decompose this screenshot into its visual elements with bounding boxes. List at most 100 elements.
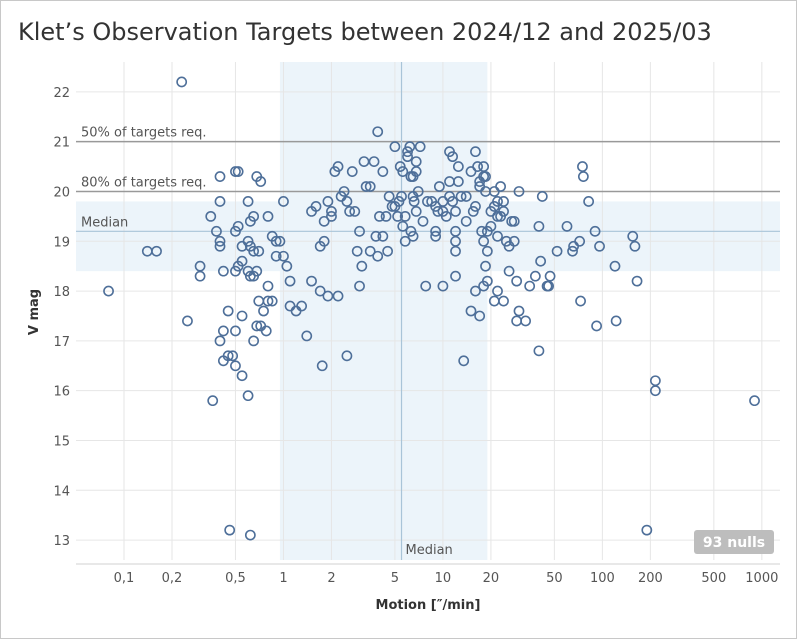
data-point[interactable] — [207, 395, 219, 407]
data-point[interactable] — [543, 280, 554, 292]
data-point[interactable] — [627, 230, 639, 242]
data-point[interactable] — [430, 201, 442, 212]
data-point[interactable] — [341, 196, 353, 207]
data-point[interactable] — [405, 225, 417, 237]
data-point[interactable] — [382, 245, 394, 257]
data-point[interactable] — [222, 350, 234, 362]
data-point[interactable] — [485, 220, 497, 232]
data-point[interactable] — [629, 240, 641, 252]
data-point[interactable] — [211, 225, 222, 237]
data-point[interactable] — [631, 275, 643, 287]
data-point[interactable] — [460, 215, 472, 227]
data-point[interactable] — [284, 300, 296, 312]
data-point[interactable] — [278, 250, 289, 262]
data-point[interactable] — [332, 290, 344, 302]
data-point[interactable] — [481, 275, 493, 287]
data-point[interactable] — [370, 230, 382, 242]
data-point[interactable] — [577, 161, 588, 172]
data-point[interactable] — [472, 161, 483, 172]
data-point[interactable] — [232, 220, 244, 232]
data-point[interactable] — [214, 235, 226, 247]
data-point[interactable] — [227, 350, 239, 362]
data-point[interactable] — [316, 360, 328, 372]
data-point[interactable] — [536, 191, 548, 202]
data-point[interactable] — [470, 201, 481, 212]
data-point[interactable] — [301, 330, 313, 342]
data-point[interactable] — [354, 225, 365, 237]
data-point[interactable] — [399, 235, 411, 247]
data-point[interactable] — [480, 171, 491, 182]
data-point[interactable] — [236, 370, 248, 382]
data-point[interactable] — [422, 196, 433, 207]
data-point[interactable] — [318, 215, 330, 227]
data-point[interactable] — [351, 245, 363, 257]
data-point[interactable] — [338, 186, 350, 197]
data-point[interactable] — [495, 181, 506, 192]
data-point[interactable] — [450, 270, 461, 282]
data-point[interactable] — [372, 250, 384, 262]
data-point[interactable] — [222, 305, 234, 317]
data-point[interactable] — [397, 220, 409, 232]
data-point[interactable] — [356, 260, 368, 272]
data-point[interactable] — [360, 181, 372, 192]
data-point[interactable] — [346, 166, 358, 177]
data-point[interactable] — [508, 215, 520, 227]
data-point[interactable] — [236, 310, 248, 322]
data-point[interactable] — [467, 205, 479, 217]
data-point[interactable] — [194, 270, 206, 282]
data-point[interactable] — [372, 126, 384, 138]
data-point[interactable] — [594, 240, 605, 252]
data-point[interactable] — [609, 260, 621, 272]
data-point[interactable] — [589, 225, 601, 237]
data-point[interactable] — [412, 186, 424, 197]
data-point[interactable] — [377, 166, 389, 177]
data-point[interactable] — [511, 275, 523, 287]
data-point[interactable] — [492, 196, 503, 207]
data-point[interactable] — [577, 171, 589, 182]
data-point[interactable] — [402, 151, 413, 163]
data-point[interactable] — [284, 275, 296, 287]
data-point[interactable] — [544, 270, 556, 282]
data-point[interactable] — [440, 210, 452, 222]
data-point[interactable] — [182, 315, 193, 327]
data-point[interactable] — [561, 220, 573, 232]
data-point[interactable] — [253, 245, 265, 257]
data-point[interactable] — [432, 205, 444, 217]
data-point[interactable] — [314, 240, 326, 252]
data-point[interactable] — [430, 230, 442, 242]
data-point[interactable] — [410, 205, 422, 217]
data-point[interactable] — [535, 255, 547, 267]
data-point[interactable] — [437, 280, 449, 292]
data-point[interactable] — [574, 235, 586, 247]
data-point[interactable] — [368, 156, 380, 167]
data-point[interactable] — [344, 205, 356, 217]
data-point[interactable] — [649, 375, 661, 387]
data-points[interactable] — [103, 76, 760, 541]
data-point[interactable] — [420, 280, 432, 292]
data-point[interactable] — [513, 186, 525, 197]
data-point[interactable] — [217, 265, 229, 277]
data-point[interactable] — [460, 191, 472, 202]
data-point[interactable] — [242, 196, 254, 207]
data-point[interactable] — [649, 385, 661, 397]
data-point[interactable] — [402, 146, 413, 158]
data-point[interactable] — [232, 166, 244, 177]
data-point[interactable] — [253, 295, 265, 307]
data-point[interactable] — [262, 280, 274, 292]
data-point[interactable] — [476, 225, 488, 237]
data-point[interactable] — [455, 191, 467, 202]
data-point[interactable] — [262, 210, 274, 222]
data-point[interactable] — [364, 181, 376, 192]
data-point[interactable] — [478, 235, 490, 247]
data-point[interactable] — [258, 305, 269, 317]
data-point[interactable] — [404, 141, 416, 153]
data-point[interactable] — [224, 524, 236, 536]
data-point[interactable] — [255, 176, 267, 187]
data-point[interactable] — [414, 141, 426, 153]
data-point[interactable] — [248, 245, 260, 257]
data-point[interactable] — [417, 215, 429, 227]
data-point[interactable] — [503, 265, 515, 277]
data-point[interactable] — [567, 245, 578, 257]
data-point[interactable] — [251, 320, 263, 332]
